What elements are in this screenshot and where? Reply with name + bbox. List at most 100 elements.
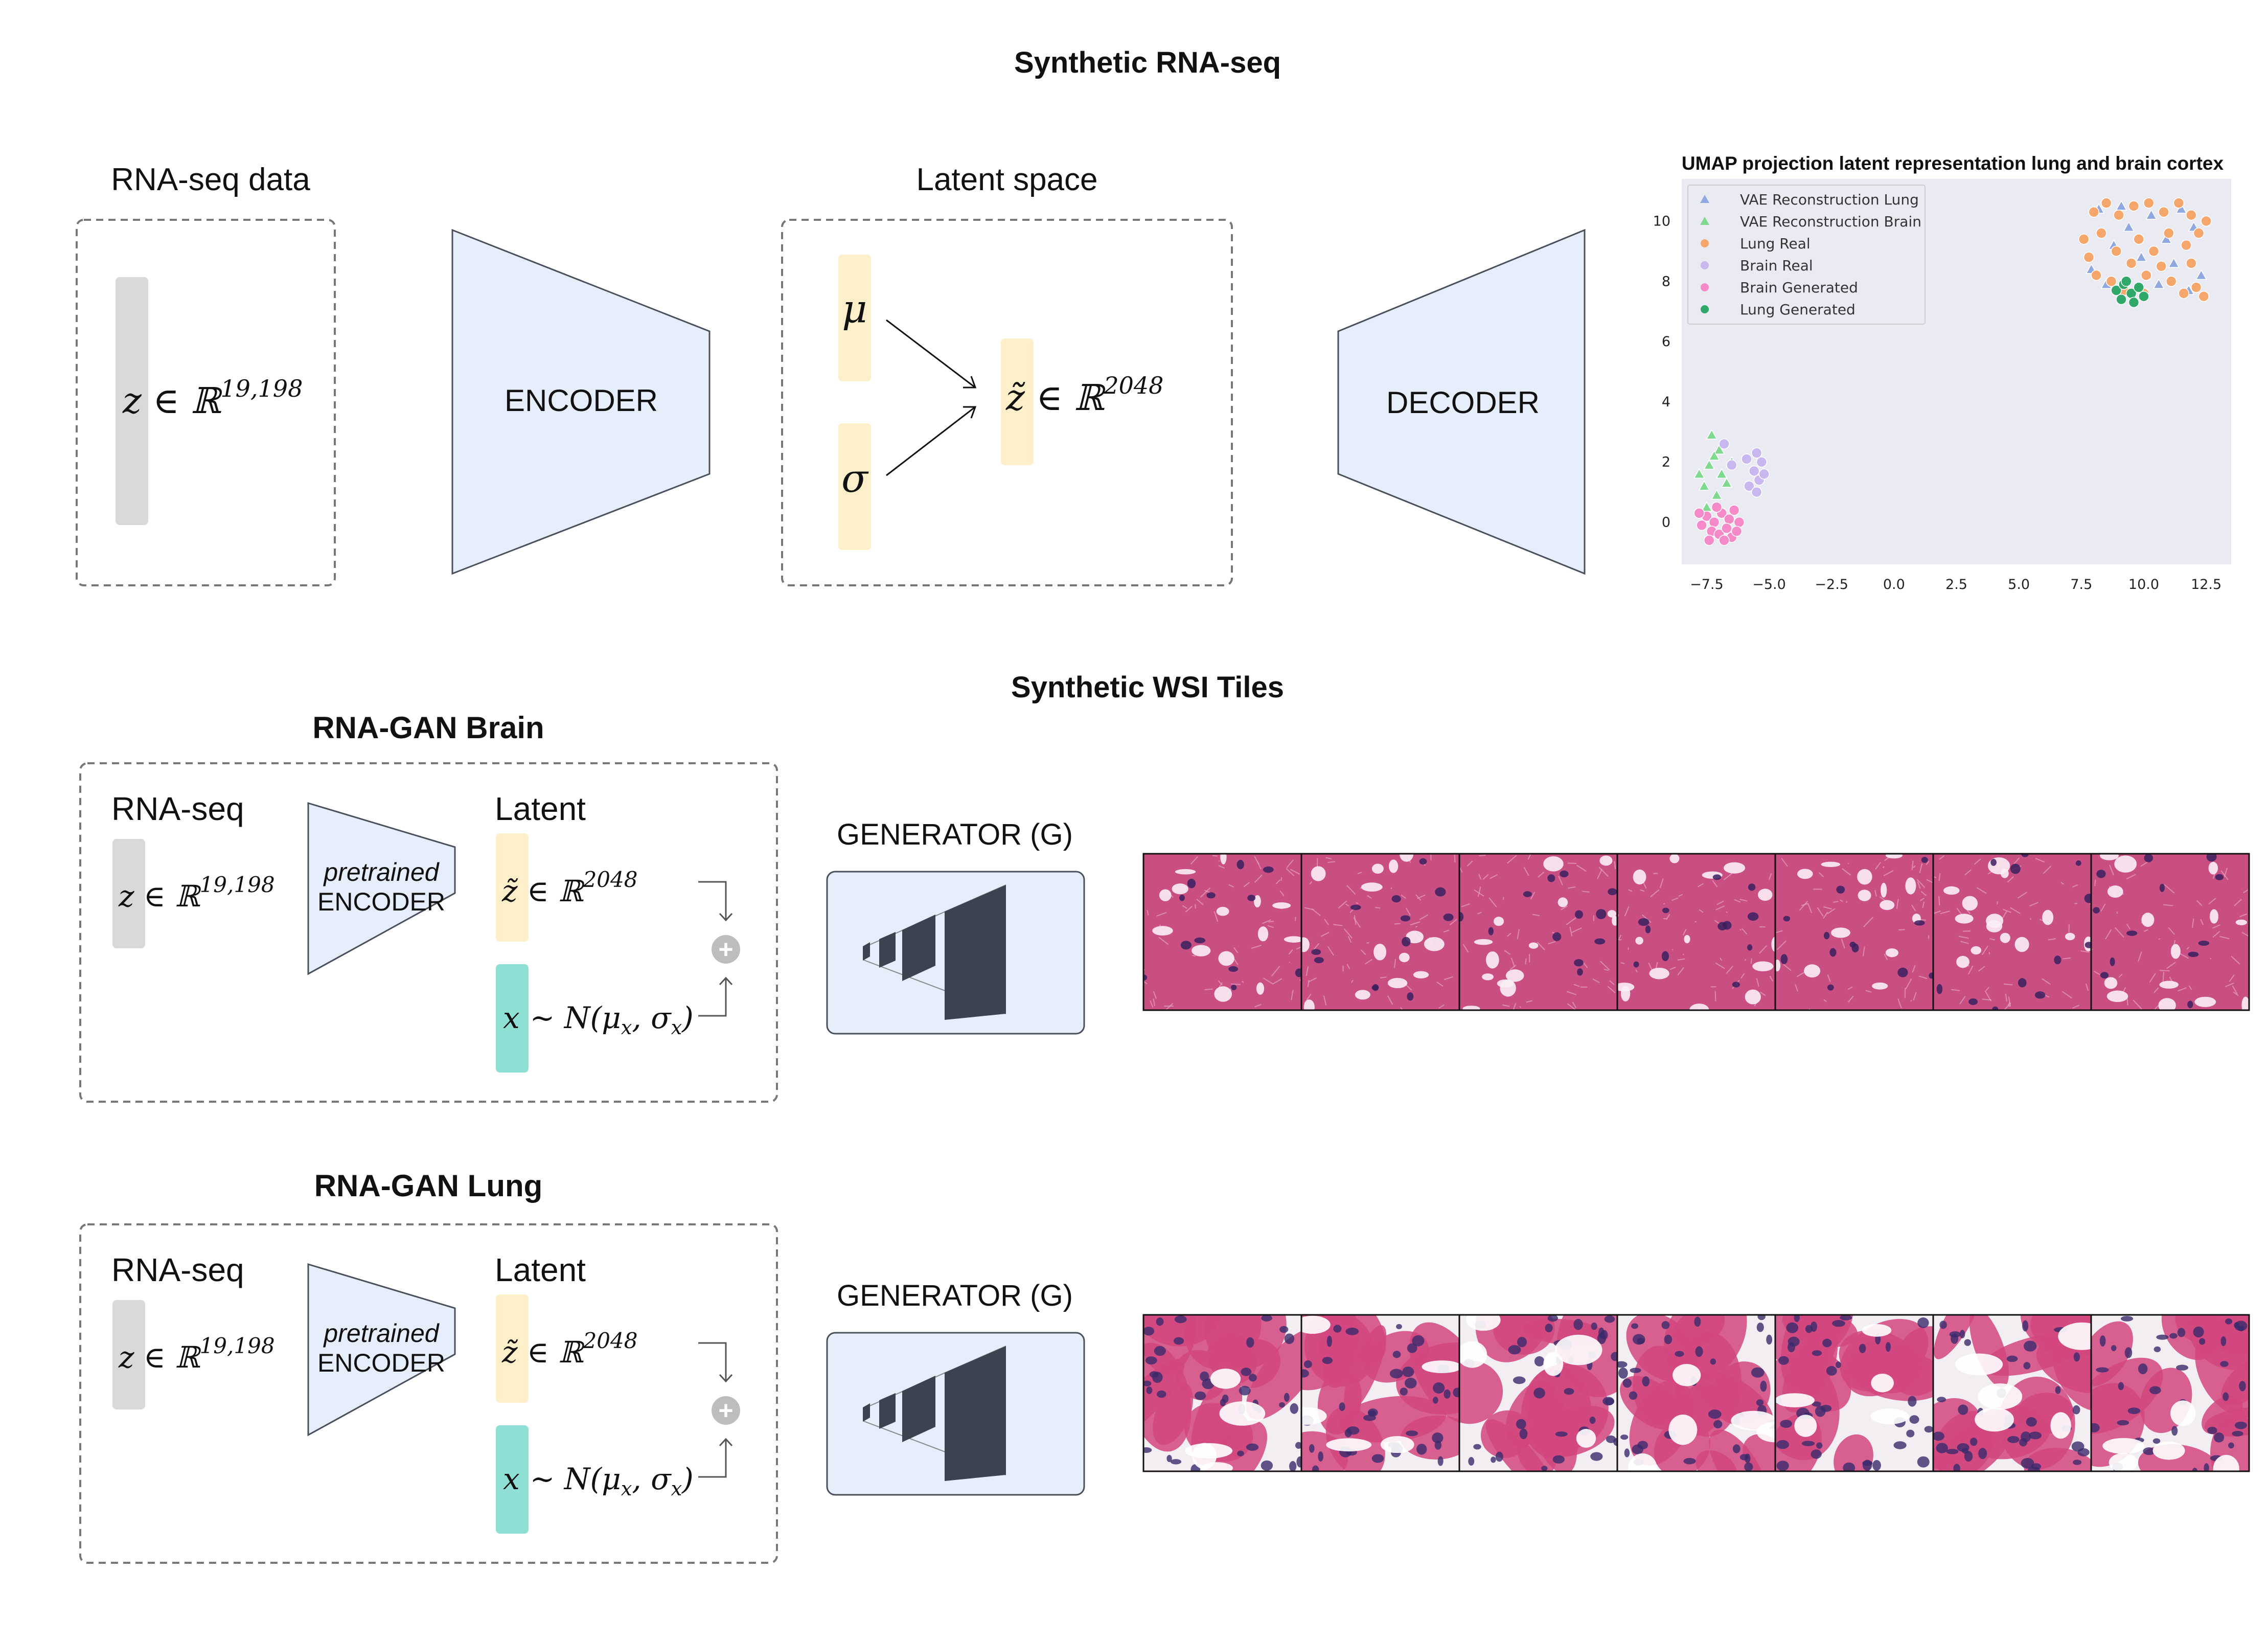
legend-marker (1701, 239, 1709, 247)
scatter-point (2088, 207, 2099, 218)
scatter-point (2083, 252, 2095, 263)
x-tick-label: −5.0 (1752, 577, 1786, 593)
scatter-point (2148, 245, 2160, 257)
legend-entry: Brain Real (1740, 257, 1813, 274)
rna-gan-brain: RNA-GAN Brain (312, 711, 544, 745)
gan-brain-latent-bar (496, 833, 529, 942)
gan-brain-concat-bottom (698, 978, 727, 1017)
gan-lung-plus-icon (712, 1396, 740, 1425)
gan-lung-encoder-shape (307, 1263, 456, 1437)
scatter-point (1708, 450, 1720, 461)
scatter-point (2168, 257, 2180, 268)
gan-lung-latent-label: Latent (495, 1251, 586, 1288)
scatter-point (2153, 278, 2165, 289)
scatter-point (1713, 444, 1725, 454)
tissue-tile (1617, 1315, 1775, 1471)
scatter-point (1721, 522, 1732, 534)
x-tick-label: −2.5 (1815, 577, 1848, 593)
legend-frame (1687, 185, 1926, 325)
scatter-point (2113, 209, 2124, 221)
scatter-point (1693, 508, 1705, 519)
scatter-point (2096, 227, 2107, 239)
scatter-point (2123, 221, 2135, 232)
scatter-point (2135, 251, 2147, 262)
scatter-point (1706, 429, 1717, 440)
rna-gan-lung: RNA-GAN Lung (314, 1169, 543, 1203)
scatter-point (2158, 207, 2169, 218)
generator-lung-label: GENERATOR (G) (837, 1279, 1073, 1312)
tissue-tile (1143, 854, 1301, 1010)
vae-latent-panel: Latent space μ σ z̃ ∈ ℝ2048 (781, 162, 1233, 586)
scatter-point (2128, 297, 2140, 308)
scatter-point (1758, 468, 1770, 480)
gan-lung-concat-top-head (719, 1374, 733, 1383)
scatter-point (2115, 200, 2127, 211)
scatter-point (1724, 513, 1735, 525)
scatter-point (1719, 535, 1730, 546)
vae-encoder-shape (451, 229, 711, 575)
legend-marker (1701, 283, 1709, 291)
generator-brain-network-icon (863, 884, 1006, 1020)
gan-lung-concat-bottom (698, 1439, 727, 1478)
gan-brain-concat-top-head (719, 913, 733, 922)
gan-brain-encoder-line2: ENCODER (317, 887, 445, 916)
title-synthetic-rnaseq: Synthetic RNA-seq (1014, 46, 1281, 79)
legend-entry: VAE Reconstruction Lung (1740, 191, 1919, 208)
gan-lung-noise-math: x ~ N(μx, σx) (503, 1462, 694, 1500)
scatter-point (2201, 215, 2212, 227)
scatter-point (1719, 438, 1730, 450)
x-tick-label: 0.0 (1883, 577, 1905, 593)
gan-brain-encoder-line1: pretrained (323, 858, 440, 886)
gan-lung-latent-math: z̃ ∈ ℝ2048 (501, 1328, 637, 1370)
umap-chart: UMAP projection latent representation lu… (1653, 153, 2231, 593)
scatter-point (2186, 258, 2197, 269)
scatter-point (1693, 468, 1705, 479)
tissue-tile (2091, 1315, 2249, 1471)
scatter-point (2133, 234, 2144, 245)
x-tick-label: −7.5 (1690, 577, 1724, 593)
y-tick-label: 6 (1662, 334, 1670, 350)
scatter-point (2078, 234, 2090, 245)
scatter-point (1751, 486, 1762, 498)
umap-points (1693, 197, 2212, 546)
scatter-point (2175, 203, 2187, 214)
x-tick-label: 10.0 (2128, 577, 2159, 593)
rnaseq-vector-math: z ∈ ℝ19,198 (122, 375, 303, 422)
latent-z-bar (1001, 338, 1034, 465)
scatter-point (2116, 293, 2127, 305)
tissue-tile (1459, 1315, 1617, 1471)
scatter-point (1698, 480, 1710, 491)
generator-lung: GENERATOR (G) (826, 1279, 1085, 1496)
gan-lung-encoder-line2: ENCODER (317, 1349, 445, 1377)
tissue-tile (1775, 1315, 1933, 1471)
generator-brain: GENERATOR (G) (826, 818, 1085, 1035)
sigma-bar (838, 423, 871, 550)
sigma-symbol: σ (841, 455, 869, 501)
generator-brain-label: GENERATOR (G) (837, 818, 1073, 851)
scatter-point (2091, 269, 2102, 281)
umap-y-ticks: 0 2 4 6 8 10 (1653, 213, 1670, 530)
vae-decoder-shape (1337, 229, 1586, 575)
scatter-point (2111, 285, 2122, 296)
scatter-point (2128, 200, 2140, 212)
scatter-point (2160, 233, 2172, 244)
legend-marker (1701, 261, 1709, 269)
brain-tile-strip (1142, 853, 2250, 1011)
mu-symbol: μ (842, 286, 867, 331)
gan-brain-panel: RNA-seq z ∈ ℝ19,198 pretrained ENCODER L… (79, 762, 778, 1103)
legend-entry: Brain Generated (1740, 279, 1858, 296)
legend-entry: Lung Generated (1740, 301, 1855, 318)
gan-lung-rnaseq-label: RNA-seq (111, 1251, 244, 1288)
x-tick-label: 12.5 (2191, 577, 2221, 593)
gan-lung-encoder-line1: pretrained (323, 1319, 440, 1348)
rnaseq-vector-bar (116, 277, 148, 525)
scatter-point (1741, 453, 1752, 465)
tissue-tile (1143, 1315, 1301, 1471)
gan-brain-concat-top (698, 881, 727, 920)
gan-brain-rnaseq-label: RNA-seq (111, 790, 244, 827)
gan-brain-encoder-shape (307, 802, 456, 975)
tissue-tile (1301, 854, 1459, 1010)
vae-encoder-label: ENCODER (505, 383, 658, 418)
legend-entry: Lung Real (1740, 235, 1811, 252)
scatter-point (1748, 465, 1760, 477)
